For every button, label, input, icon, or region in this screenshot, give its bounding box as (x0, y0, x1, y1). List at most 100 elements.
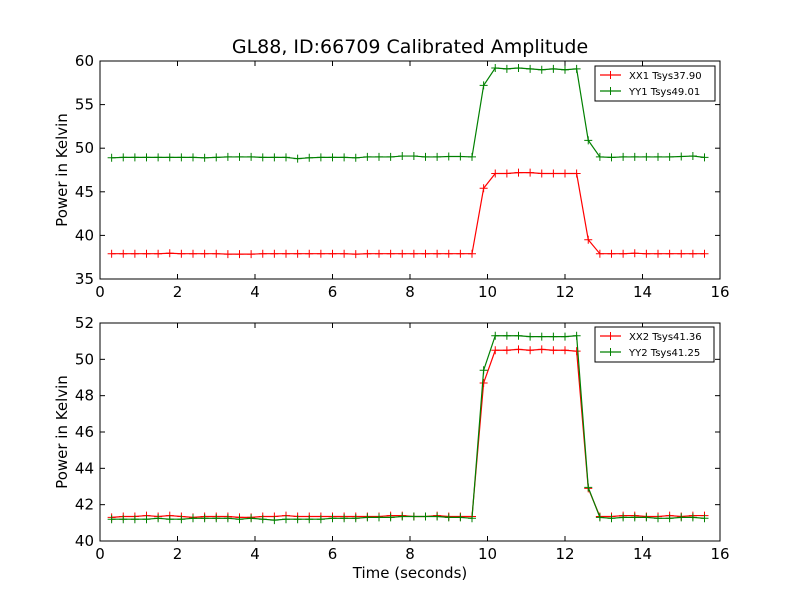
data-point (189, 514, 197, 523)
data-point (514, 345, 523, 354)
data-point (189, 153, 197, 162)
data-point (700, 514, 709, 523)
x-tick-label: 6 (328, 545, 338, 563)
x-tick-label: 14 (633, 283, 652, 301)
data-point (584, 235, 593, 244)
data-point (642, 152, 651, 161)
data-point (433, 152, 442, 161)
data-point (479, 366, 488, 375)
legend-marker (606, 71, 615, 79)
data-point (328, 249, 337, 258)
x-tick-label: 2 (173, 283, 183, 301)
data-point (270, 249, 279, 258)
data-point (514, 63, 523, 72)
data-point (258, 515, 267, 524)
data-point (502, 64, 511, 73)
data-point (537, 332, 546, 341)
y-tick-label: 35 (75, 270, 94, 288)
legend-marker (606, 348, 615, 356)
data-point (200, 249, 209, 258)
data-point (433, 249, 442, 258)
legend-label: XX1 Tsys37.90 (629, 71, 702, 82)
x-tick-label: 0 (95, 283, 105, 301)
data-point (351, 514, 360, 523)
data-point (351, 153, 360, 162)
legend-marker (606, 332, 615, 340)
data-point (654, 152, 662, 161)
data-point (630, 249, 639, 258)
legend-label: XX2 Tsys41.36 (629, 332, 702, 343)
data-point (456, 152, 465, 161)
y-tick-label: 45 (75, 183, 94, 201)
series-2 (107, 63, 709, 163)
data-point (340, 249, 349, 258)
data-point (654, 249, 662, 258)
data-point (607, 514, 616, 523)
data-point (665, 152, 674, 161)
y-tick-label: 55 (75, 96, 94, 114)
data-point (130, 515, 139, 524)
data-point (665, 249, 674, 258)
legend: XX2 Tsys41.36 YY2 Tsys41.25 (594, 326, 715, 363)
data-point (119, 249, 128, 258)
x-tick-label: 4 (250, 545, 260, 563)
data-point (561, 169, 569, 178)
y-tick-label: 52 (75, 314, 94, 332)
data-point (235, 152, 244, 161)
data-point (607, 153, 616, 162)
y-tick-label: 50 (75, 139, 94, 157)
data-point (154, 514, 163, 523)
x-tick-label: 12 (555, 283, 574, 301)
data-point (130, 153, 139, 162)
data-point (444, 152, 453, 161)
data-point (154, 249, 163, 258)
data-point (537, 65, 546, 74)
data-point (165, 153, 174, 162)
x-tick-label: 0 (95, 545, 105, 563)
data-point (561, 346, 569, 355)
data-point (235, 515, 244, 524)
legend-label: YY2 Tsys41.25 (628, 348, 700, 359)
data-point (200, 514, 209, 523)
data-point (572, 64, 581, 73)
series-line (111, 335, 705, 521)
y-tick-label: 40 (75, 532, 94, 550)
data-point (375, 513, 383, 522)
legend-box (594, 65, 716, 102)
data-point (409, 152, 418, 161)
x-tick-label: 12 (555, 545, 574, 563)
data-point (444, 513, 453, 522)
data-point (398, 152, 407, 161)
data-point (700, 249, 709, 258)
data-point (537, 169, 546, 178)
data-point (270, 153, 279, 162)
data-point (107, 153, 116, 162)
data-point (375, 249, 383, 258)
data-point (688, 152, 697, 161)
data-point (293, 154, 302, 163)
data-point (189, 249, 197, 258)
x-tick-label: 8 (405, 283, 415, 301)
legend-box (594, 326, 715, 363)
data-point (630, 513, 639, 522)
data-point (677, 152, 686, 161)
x-axis-label: Time (seconds) (352, 564, 468, 582)
series-line (111, 67, 705, 160)
data-point (595, 152, 604, 161)
legend-marker (606, 87, 615, 95)
x-tick-label: 16 (710, 545, 729, 563)
data-point (351, 250, 360, 259)
data-point (491, 346, 500, 355)
y-tick-label: 48 (75, 387, 94, 405)
data-point (654, 514, 662, 523)
x-tick-label: 6 (328, 283, 338, 301)
x-tick-label: 4 (250, 283, 260, 301)
data-point (491, 169, 500, 178)
y-tick-label: 50 (75, 350, 94, 368)
legend: XX1 Tsys37.90 YY1 Tsys49.01 (594, 65, 716, 102)
data-point (398, 512, 407, 521)
x-tick-label: 2 (173, 545, 183, 563)
